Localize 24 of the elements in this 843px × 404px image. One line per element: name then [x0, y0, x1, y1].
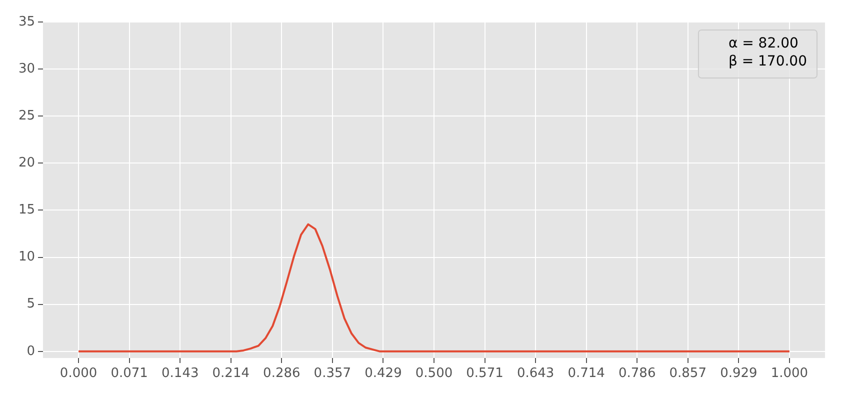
x-tick-label: 0.500: [415, 366, 453, 382]
y-tick-label: 10: [18, 250, 35, 265]
x-tick-label: 0.143: [162, 366, 199, 382]
x-tick-label: 1.000: [770, 366, 808, 382]
x-tick-label: 0.286: [263, 366, 300, 382]
x-tick-label: 0.714: [568, 366, 605, 382]
x-tick-label: 0.571: [466, 366, 504, 382]
y-tick-label: 15: [18, 202, 35, 218]
y-tick-label: 5: [26, 296, 35, 312]
x-tick-label: 0.643: [516, 366, 554, 382]
x-tick-label: 0.071: [110, 366, 148, 382]
x-tick-label: 0.357: [314, 366, 352, 382]
x-tick-label: 0.214: [212, 366, 250, 382]
y-tick-label: 25: [18, 108, 35, 124]
y-tick-label: 20: [18, 156, 35, 171]
x-tick-label: 0.429: [364, 366, 402, 382]
x-tick-label: 0.929: [720, 366, 758, 382]
x-tick-label: 0.786: [618, 366, 656, 382]
x-tick-label: 0.857: [669, 366, 706, 382]
x-tick-label: 0.000: [60, 366, 98, 382]
y-tick-label: 35: [18, 14, 35, 30]
y-tick-label: 0: [26, 344, 35, 359]
text: α = 82.00 β = 170.00: [728, 36, 808, 70]
y-tick-label: 30: [18, 61, 35, 76]
